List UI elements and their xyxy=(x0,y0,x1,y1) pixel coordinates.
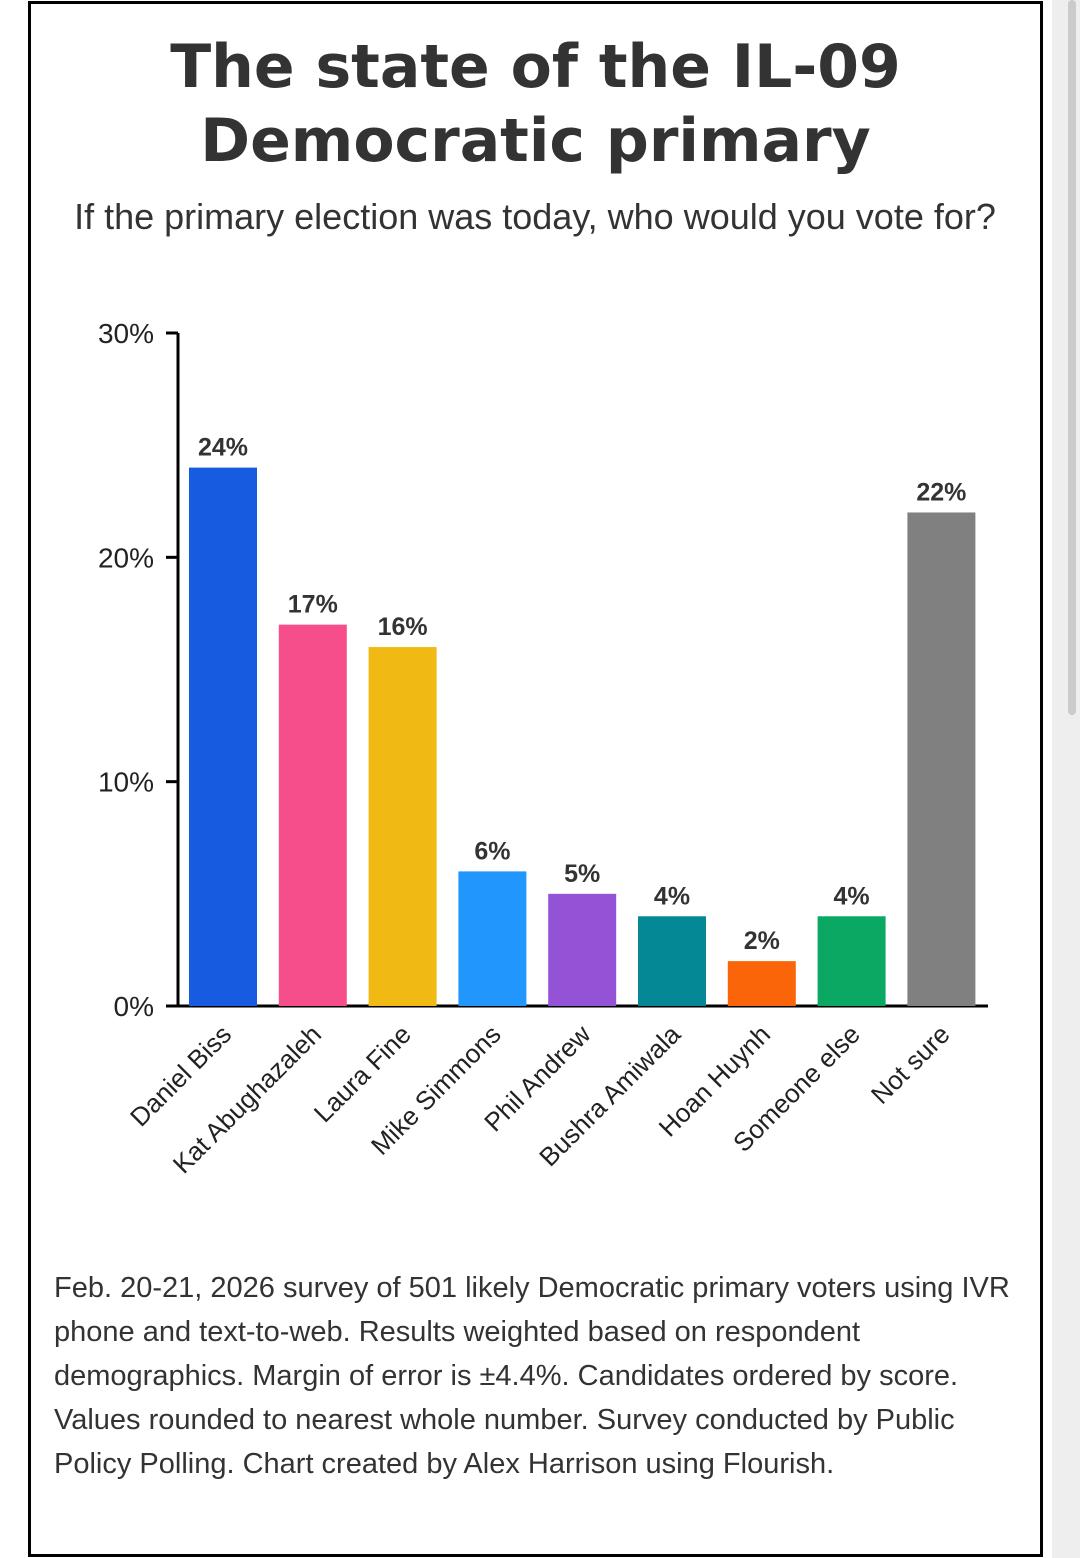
chart-frame xyxy=(28,1,1043,1557)
data-label: 2% xyxy=(744,927,780,955)
data-label: 4% xyxy=(654,882,690,910)
bar xyxy=(727,961,796,1006)
chart-subtitle: If the primary election was today, who w… xyxy=(74,196,996,237)
chart-footnote: Feb. 20-21, 2026 survey of 501 likely De… xyxy=(54,1272,1010,1480)
data-label: 16% xyxy=(378,613,428,641)
data-label: 6% xyxy=(474,837,510,865)
data-label: 17% xyxy=(288,591,338,619)
bar xyxy=(278,624,347,1006)
y-tick-label: 20% xyxy=(98,542,154,573)
bar xyxy=(638,916,706,1006)
x-tick-label: Not sure xyxy=(865,1019,956,1110)
data-label: 24% xyxy=(198,434,248,462)
scrollbar-thumb[interactable] xyxy=(1068,0,1076,715)
bar xyxy=(368,647,437,1006)
bar xyxy=(189,467,257,1007)
bar xyxy=(548,893,617,1006)
bar xyxy=(458,871,527,1006)
y-tick-label: 10% xyxy=(98,767,154,798)
y-tick-label: 30% xyxy=(98,318,154,349)
chart-title: The state of the IL-09 Democratic primar… xyxy=(170,32,901,176)
data-label: 5% xyxy=(564,860,600,888)
data-label: 22% xyxy=(916,478,966,506)
bar xyxy=(907,512,976,1006)
y-tick-label: 0% xyxy=(114,991,154,1022)
bar xyxy=(817,916,886,1006)
data-label: 4% xyxy=(834,882,870,910)
